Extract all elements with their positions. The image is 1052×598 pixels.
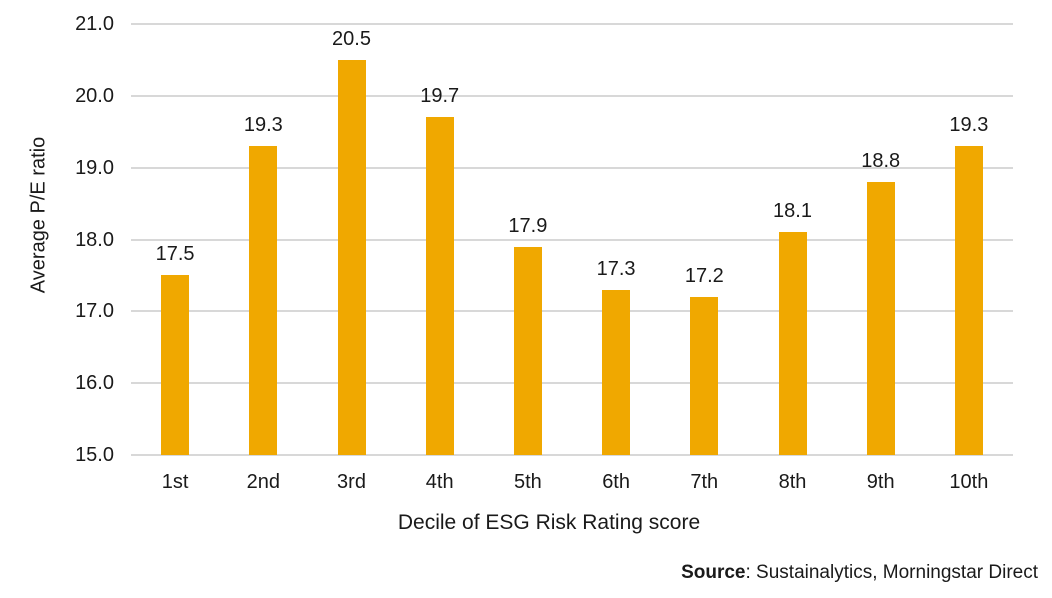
bar-9th-decile	[866, 182, 895, 455]
bar-value-label: 19.7	[420, 85, 460, 108]
y-tick-label: 18.0	[75, 228, 114, 251]
source-text: : Sustainalytics, Morningstar Direct	[745, 562, 1039, 583]
x-tick-label: 7th	[690, 471, 719, 493]
x-tick-label: 9th	[866, 471, 895, 493]
gridline	[131, 94, 1013, 97]
bar-7th-decile	[690, 296, 719, 455]
y-tick-label: 19.0	[75, 156, 114, 179]
bar-value-label: 20.5	[332, 27, 371, 50]
source-note: Source: Sustainalytics, Morningstar Dire…	[681, 562, 1038, 584]
gridline	[131, 454, 1013, 456]
bar-4th-decile	[425, 117, 454, 455]
bar-value-label: 17.3	[596, 257, 636, 280]
bar-value-label: 18.1	[773, 200, 812, 223]
bar-10th-decile	[954, 146, 983, 455]
gridline	[131, 23, 1013, 25]
gridline	[131, 238, 1013, 241]
bar-value-label: 17.2	[684, 264, 724, 287]
gridline	[131, 310, 1013, 313]
x-axis-title: Decile of ESG Risk Rating score	[397, 511, 701, 534]
x-tick-label: 4th	[425, 471, 454, 493]
bar-value-label: 19.3	[949, 114, 989, 137]
bar-5th-decile	[513, 246, 542, 455]
x-tick-label: 3rd	[337, 471, 366, 493]
y-tick-label: 16.0	[75, 372, 114, 395]
bar-8th-decile	[778, 232, 807, 455]
x-tick-label: 5th	[513, 471, 542, 493]
bar-value-label: 19.3	[243, 114, 283, 137]
x-tick-label: 1st	[161, 471, 189, 493]
bar-6th-decile	[602, 289, 631, 455]
gridline	[131, 166, 1013, 169]
plot-area: 21.0 20.0 19.0 18.0 17.0 16.0 15.0 17.5 1st 19.3 2…	[75, 13, 1013, 493]
bar-2nd-decile	[249, 146, 278, 455]
source-label: Source	[681, 562, 746, 583]
y-tick-label: 17.0	[75, 300, 114, 323]
x-tick-label: 10th	[949, 471, 989, 493]
x-tick-label: 2nd	[246, 471, 280, 493]
bar-value-label: 17.5	[155, 243, 195, 266]
y-tick-label: 15.0	[75, 444, 114, 466]
x-tick-label: 8th	[778, 471, 807, 493]
bar-value-label: 18.8	[861, 150, 901, 173]
y-tick-label: 20.0	[75, 84, 114, 107]
bar-1st-decile	[161, 275, 190, 455]
x-tick-label: 6th	[602, 471, 630, 493]
y-tick-label: 21.0	[75, 13, 114, 35]
bar-value-label: 17.9	[508, 214, 548, 237]
bar-3rd-decile	[337, 59, 366, 455]
gridline	[131, 382, 1013, 385]
